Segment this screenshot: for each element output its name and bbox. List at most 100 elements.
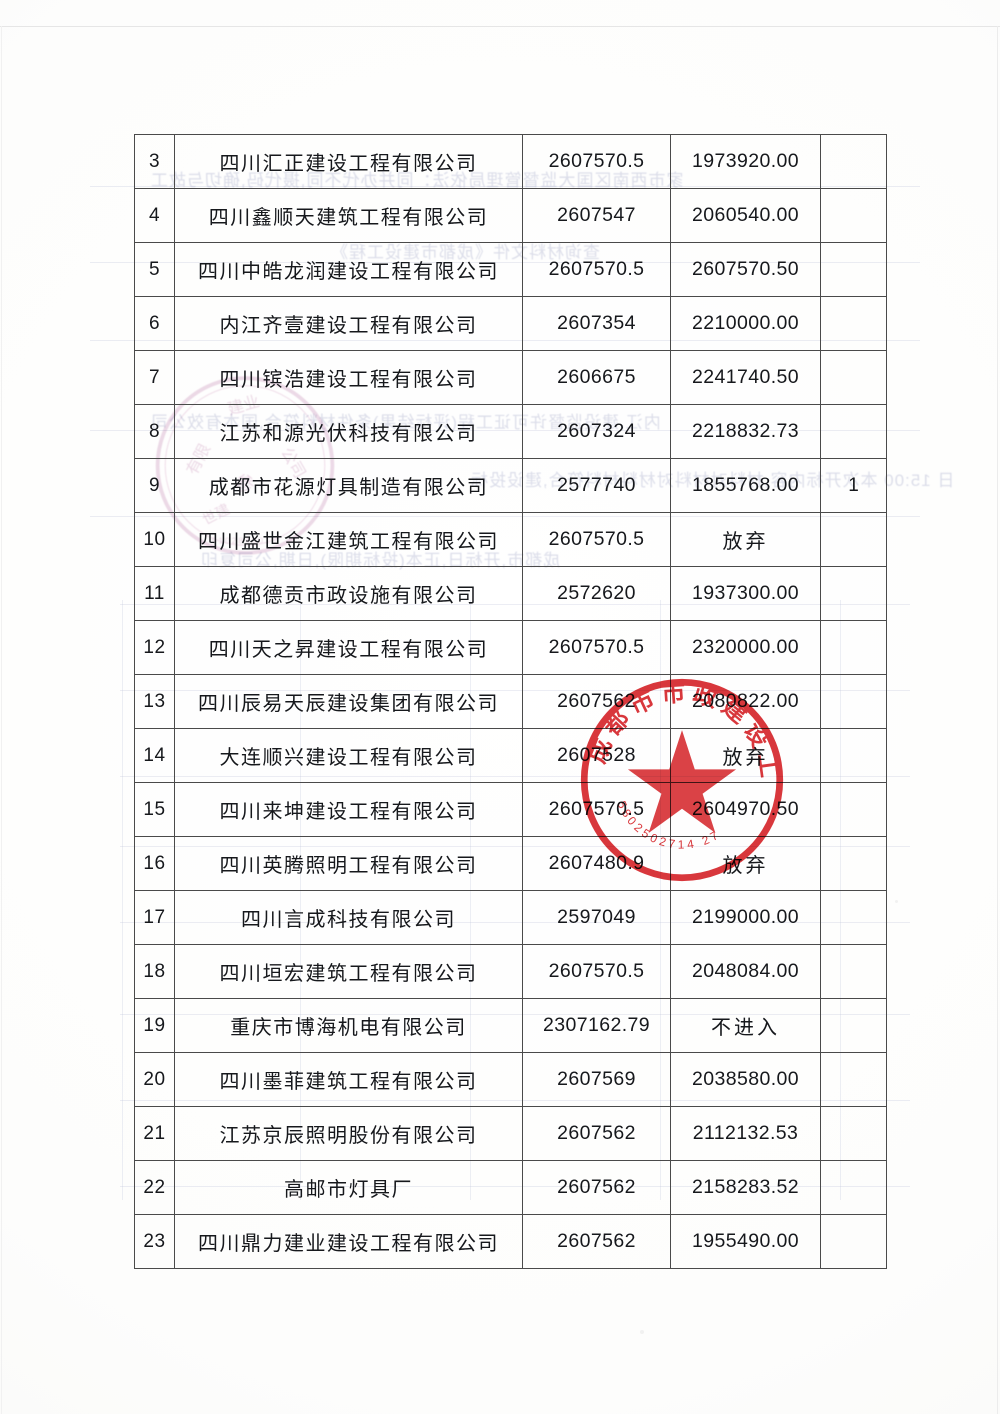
quoted-price-cell: 1955490.00	[670, 1214, 821, 1269]
row-index-cell: 6	[134, 296, 175, 351]
bidder-name-cell: 四川来坤建设工程有限公司	[174, 782, 523, 837]
row-index-cell: 16	[134, 836, 175, 891]
bidder-name-cell: 江苏和源光伏科技有限公司	[174, 404, 523, 459]
bidder-name-cell: 四川盛世金江建筑工程有限公司	[174, 512, 523, 567]
table-row: 15 四川来坤建设工程有限公司 2607570.5 2604970.50	[134, 782, 887, 837]
quoted-price-cell: 放弃	[670, 512, 821, 567]
quoted-price-cell: 2038580.00	[670, 1052, 821, 1107]
scan-edge-left	[1, 26, 2, 1414]
remark-cell	[820, 620, 887, 675]
quoted-price-cell: 2158283.52	[670, 1160, 821, 1215]
row-index-cell: 10	[134, 512, 175, 567]
remark-cell	[820, 998, 887, 1053]
quoted-price-cell: 2080822.00	[670, 674, 821, 729]
table-row: 23 四川鼎力建业建设工程有限公司 2607562 1955490.00	[134, 1214, 887, 1269]
evaluation-price-cell: 2607562	[522, 674, 671, 729]
quoted-price-cell: 放弃	[670, 728, 821, 783]
quoted-price-cell: 2320000.00	[670, 620, 821, 675]
row-index-cell: 20	[134, 1052, 175, 1107]
row-index-cell: 8	[134, 404, 175, 459]
evaluation-price-cell: 2607528	[522, 728, 671, 783]
evaluation-price-cell: 2572620	[522, 566, 671, 621]
table-row: 11 成都德贡市政设施有限公司 2572620 1937300.00	[134, 566, 887, 621]
table-row: 14 大连顺兴建设工程有限公司 2607528 放弃	[134, 728, 887, 783]
evaluation-price-cell: 2606675	[522, 350, 671, 405]
bid-table-container: 3 四川汇正建设工程有限公司 2607570.5 1973920.00 4 四川鑫顺天建筑…	[134, 134, 887, 1269]
bidder-name-cell: 四川言成科技有限公司	[174, 890, 523, 945]
evaluation-price-cell: 2607324	[522, 404, 671, 459]
remark-cell	[820, 782, 887, 837]
bid-table: 3 四川汇正建设工程有限公司 2607570.5 1973920.00 4 四川鑫顺天建筑…	[134, 134, 887, 1269]
table-row: 22 高邮市灯具厂 2607562 2158283.52	[134, 1160, 887, 1215]
quoted-price-cell: 1937300.00	[670, 566, 821, 621]
remark-cell	[820, 242, 887, 297]
evaluation-price-cell: 2597049	[522, 890, 671, 945]
quoted-price-cell: 2604970.50	[670, 782, 821, 837]
quoted-price-cell: 2199000.00	[670, 890, 821, 945]
row-index-cell: 19	[134, 998, 175, 1053]
bidder-name-cell: 四川英腾照明工程有限公司	[174, 836, 523, 891]
bidder-name-cell: 成都德贡市政设施有限公司	[174, 566, 523, 621]
table-row: 3 四川汇正建设工程有限公司 2607570.5 1973920.00	[134, 134, 887, 189]
evaluation-price-cell: 2607562	[522, 1160, 671, 1215]
table-row: 8 江苏和源光伏科技有限公司 2607324 2218832.73	[134, 404, 887, 459]
remark-cell	[820, 350, 887, 405]
evaluation-price-cell: 2607354	[522, 296, 671, 351]
remark-cell	[820, 188, 887, 243]
quoted-price-cell: 2048084.00	[670, 944, 821, 999]
bidder-name-cell: 四川天之昇建设工程有限公司	[174, 620, 523, 675]
table-row: 13 四川辰易天辰建设集团有限公司 2607562 2080822.00	[134, 674, 887, 729]
bidder-name-cell: 四川鼎力建业建设工程有限公司	[174, 1214, 523, 1269]
quoted-price-cell: 2210000.00	[670, 296, 821, 351]
table-row: 18 四川垣宏建筑工程有限公司 2607570.5 2048084.00	[134, 944, 887, 999]
remark-cell	[820, 890, 887, 945]
evaluation-price-cell: 2607570.5	[522, 242, 671, 297]
remark-cell	[820, 944, 887, 999]
remark-cell	[820, 728, 887, 783]
remark-cell	[820, 512, 887, 567]
quoted-price-cell: 不进入	[670, 998, 821, 1053]
remark-cell	[820, 566, 887, 621]
remark-cell: 1	[820, 458, 887, 513]
evaluation-price-cell: 2607569	[522, 1052, 671, 1107]
remark-cell	[820, 296, 887, 351]
evaluation-price-cell: 2607547	[522, 188, 671, 243]
bidder-name-cell: 四川垣宏建筑工程有限公司	[174, 944, 523, 999]
remark-cell	[820, 1160, 887, 1215]
bidder-name-cell: 四川鑫顺天建筑工程有限公司	[174, 188, 523, 243]
quoted-price-cell: 2607570.50	[670, 242, 821, 297]
row-index-cell: 15	[134, 782, 175, 837]
bidder-name-cell: 四川中皓龙润建设工程有限公司	[174, 242, 523, 297]
table-row: 4 四川鑫顺天建筑工程有限公司 2607547 2060540.00	[134, 188, 887, 243]
row-index-cell: 13	[134, 674, 175, 729]
bidder-name-cell: 大连顺兴建设工程有限公司	[174, 728, 523, 783]
row-index-cell: 5	[134, 242, 175, 297]
bidder-name-cell: 重庆市博海机电有限公司	[174, 998, 523, 1053]
table-row: 19 重庆市博海机电有限公司 2307162.79 不进入	[134, 998, 887, 1053]
evaluation-price-cell: 2307162.79	[522, 998, 671, 1053]
bidder-name-cell: 高邮市灯具厂	[174, 1160, 523, 1215]
evaluation-price-cell: 2607570.5	[522, 782, 671, 837]
scan-edge-top	[0, 26, 1000, 27]
row-index-cell: 9	[134, 458, 175, 513]
evaluation-price-cell: 2607562	[522, 1214, 671, 1269]
row-index-cell: 7	[134, 350, 175, 405]
row-index-cell: 4	[134, 188, 175, 243]
table-row: 16 四川英腾照明工程有限公司 2607480.9 放弃	[134, 836, 887, 891]
row-index-cell: 23	[134, 1214, 175, 1269]
quoted-price-cell: 放弃	[670, 836, 821, 891]
evaluation-price-cell: 2607570.5	[522, 134, 671, 189]
scan-edge-right	[997, 26, 998, 1414]
bidder-name-cell: 成都市花源灯具制造有限公司	[174, 458, 523, 513]
quoted-price-cell: 1855768.00	[670, 458, 821, 513]
bidder-name-cell: 四川镔浩建设工程有限公司	[174, 350, 523, 405]
evaluation-price-cell: 2577740	[522, 458, 671, 513]
row-index-cell: 18	[134, 944, 175, 999]
remark-cell	[820, 674, 887, 729]
evaluation-price-cell: 2607480.9	[522, 836, 671, 891]
quoted-price-cell: 2241740.50	[670, 350, 821, 405]
table-row: 10 四川盛世金江建筑工程有限公司 2607570.5 放弃	[134, 512, 887, 567]
row-index-cell: 11	[134, 566, 175, 621]
row-index-cell: 14	[134, 728, 175, 783]
table-row: 21 江苏京辰照明股份有限公司 2607562 2112132.53	[134, 1106, 887, 1161]
